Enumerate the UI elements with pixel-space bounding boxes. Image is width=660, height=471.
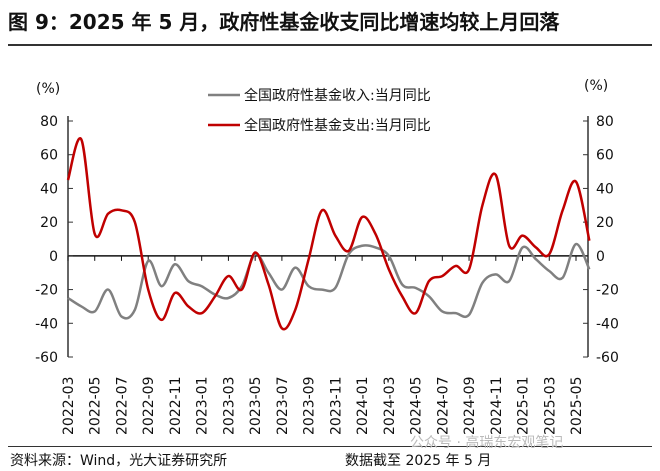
right-tick-label: -40: [596, 316, 619, 332]
left-tick-label: 40: [40, 181, 58, 197]
legend-label: 全国政府性基金收入:当月同比: [244, 87, 431, 104]
x-tick-label: 2023-05: [248, 377, 264, 436]
right-tick-label: 80: [596, 114, 614, 130]
x-tick-label: 2024-09: [462, 377, 478, 436]
bottom-rule: [8, 446, 652, 447]
as-of-note: 数据截至 2025 年 5 月: [345, 453, 492, 469]
x-tick-label: 2023-07: [275, 377, 291, 436]
x-tick-label: 2024-07: [435, 377, 451, 436]
figure-title: 图 9：2025 年 5 月，政府性基金收支同比增速均较上月回落: [8, 10, 560, 34]
x-tick-label: 2025-01: [516, 377, 532, 436]
legend-label: 全国政府性基金支出:当月同比: [244, 117, 431, 134]
x-tick-label: 2023-09: [302, 377, 318, 436]
x-tick-label: 2025-03: [542, 377, 558, 436]
left-tick-label: 20: [40, 215, 58, 231]
x-tick-label: 2022-09: [141, 377, 157, 436]
right-tick-label: 0: [596, 249, 605, 265]
right-tick-label: 60: [596, 148, 614, 164]
x-tick-label: 2022-11: [168, 377, 184, 436]
x-tick-label: 2025-05: [569, 377, 585, 436]
x-tick-label: 2024-01: [355, 377, 371, 436]
source-note: 资料来源：Wind，光大证券研究所: [10, 453, 228, 469]
left-tick-label: -40: [35, 316, 58, 332]
right-tick-label: 20: [596, 215, 614, 231]
right-tick-label: -20: [596, 283, 619, 299]
x-tick-label: 2024-11: [489, 377, 505, 436]
x-tick-label: 2023-11: [328, 377, 344, 436]
right-tick-label: 40: [596, 181, 614, 197]
right-axis-unit: (%): [584, 78, 608, 94]
x-tick-label: 2022-05: [88, 377, 104, 436]
revenue-line: [67, 242, 591, 320]
x-tick-label: 2024-05: [409, 377, 425, 436]
top-rule: [8, 44, 652, 46]
x-tick-label: 2024-03: [382, 377, 398, 436]
x-tick-label: 2023-01: [195, 377, 211, 436]
left-axis-unit: (%): [36, 81, 60, 97]
left-tick-label: -20: [35, 283, 58, 299]
left-tick-label: -60: [35, 350, 58, 366]
expenditure-line: [66, 137, 591, 331]
watermark: 公众号 · 高瑞东宏观笔记: [410, 435, 564, 451]
x-tick-label: 2022-07: [114, 377, 130, 436]
right-tick-label: -60: [596, 350, 619, 366]
left-tick-label: 0: [49, 249, 58, 265]
left-tick-label: 60: [40, 148, 58, 164]
x-tick-label: 2023-03: [221, 377, 237, 436]
x-tick-label: 2022-03: [61, 377, 77, 436]
left-tick-label: 80: [40, 114, 58, 130]
